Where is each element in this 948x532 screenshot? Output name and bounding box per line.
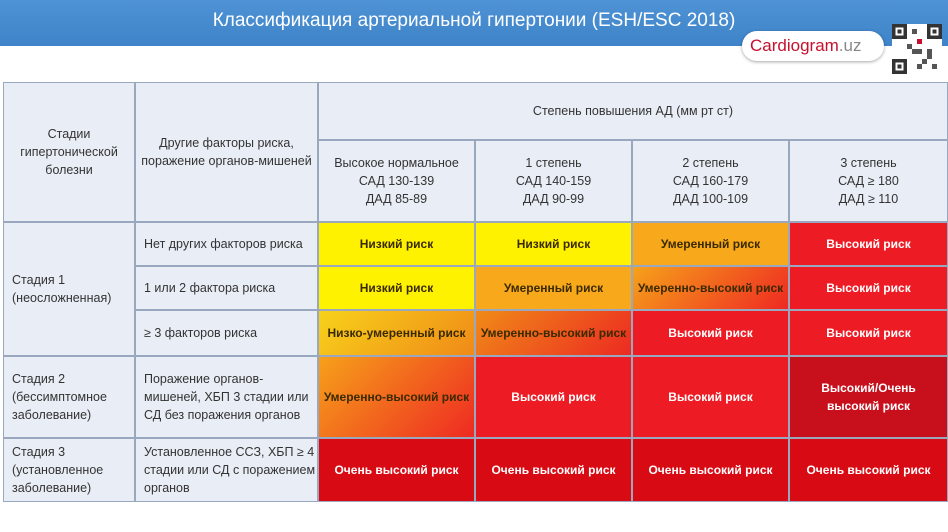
risk-cell: Высокий риск	[632, 356, 789, 438]
risk-cell: Низкий риск	[318, 266, 475, 310]
risk-cell: Очень высокий риск	[475, 438, 632, 502]
stage-cell: Стадия 1 (неосложненная)	[3, 222, 135, 356]
factor-cell: Нет других факторов риска	[135, 222, 318, 266]
factor-cell: Поражение органов-мишеней, ХБП 3 стадии …	[135, 356, 318, 438]
logo-ext: .uz	[838, 36, 862, 55]
risk-table: Стадии гипертонической болезни Другие фа…	[3, 82, 948, 502]
risk-cell: Низкий риск	[475, 222, 632, 266]
risk-cell: Высокий риск	[789, 222, 948, 266]
risk-cell: Умеренно-высокий риск	[318, 356, 475, 438]
risk-cell: Высокий риск	[632, 310, 789, 356]
factor-cell: Установленное ССЗ, ХБП ≥ 4 стадии или СД…	[135, 438, 318, 502]
risk-cell: Очень высокий риск	[789, 438, 948, 502]
header-bp: Степень повышения АД (мм рт ст)	[318, 82, 948, 140]
risk-cell: Низко-умеренный риск	[318, 310, 475, 356]
risk-cell: Умеренный риск	[475, 266, 632, 310]
qr-code-icon	[892, 24, 942, 74]
stage-cell: Стадия 3 (установленное заболевание)	[3, 438, 135, 502]
header-bp-col: 1 степень САД 140-159 ДАД 90-99	[475, 140, 632, 222]
header-bp-col: 2 степень САД 160-179 ДАД 100-109	[632, 140, 789, 222]
header-factors: Другие факторы риска, поражение органов-…	[135, 82, 318, 222]
risk-cell: Очень высокий риск	[318, 438, 475, 502]
risk-cell: Низкий риск	[318, 222, 475, 266]
header-bp-col: 3 степень САД ≥ 180 ДАД ≥ 110	[789, 140, 948, 222]
risk-cell: Умеренно-высокий риск	[475, 310, 632, 356]
factor-cell: ≥ 3 факторов риска	[135, 310, 318, 356]
header-stage: Стадии гипертонической болезни	[3, 82, 135, 222]
header-bp-col: Высокое нормальное САД 130-139 ДАД 85-89	[318, 140, 475, 222]
stage-cell: Стадия 2 (бессимптомное заболевание)	[3, 356, 135, 438]
factor-cell: 1 или 2 фактора риска	[135, 266, 318, 310]
page-title: Классификация артериальной гипертонии (E…	[212, 10, 736, 31]
risk-cell: Высокий риск	[789, 310, 948, 356]
logo-main: Cardiogram	[750, 36, 839, 55]
risk-cell: Высокий/Очень высокий риск	[789, 356, 948, 438]
risk-cell: Умеренный риск	[632, 222, 789, 266]
risk-cell: Очень высокий риск	[632, 438, 789, 502]
risk-cell: Умеренно-высокий риск	[632, 266, 789, 310]
risk-cell: Высокий риск	[789, 266, 948, 310]
risk-cell: Высокий риск	[475, 356, 632, 438]
logo[interactable]: Cardiogram.uz	[742, 31, 884, 61]
